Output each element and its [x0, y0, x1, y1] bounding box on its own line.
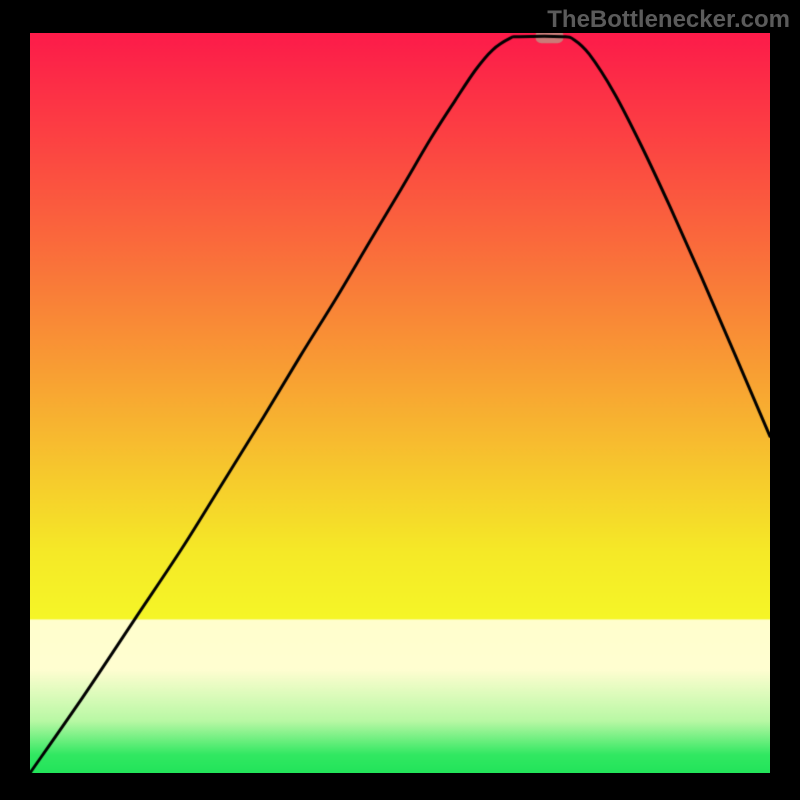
plot-area: [30, 33, 770, 773]
watermark-text: TheBottlenecker.com: [547, 6, 790, 34]
stage: TheBottlenecker.com: [0, 0, 800, 800]
bottleneck-curve: [30, 33, 770, 773]
